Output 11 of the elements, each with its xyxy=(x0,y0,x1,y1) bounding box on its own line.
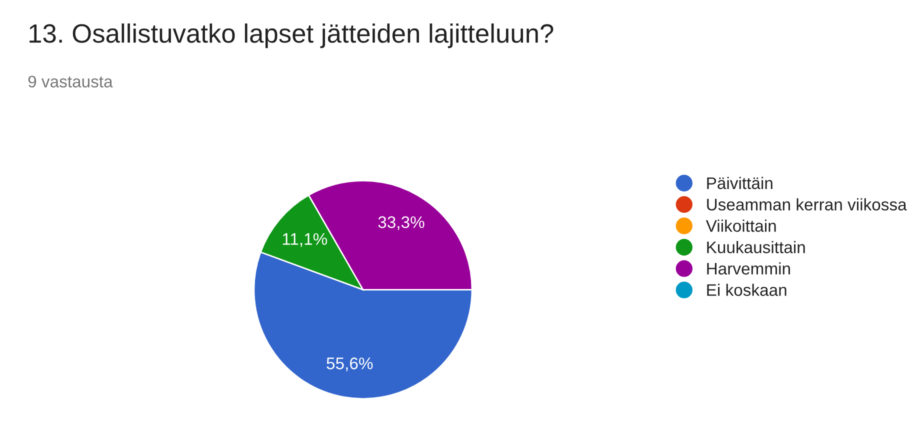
data-label: 55,6% xyxy=(326,358,373,372)
chart-title: 13. Osallistuvatko lapset jätteiden lajitteluun? xyxy=(30,23,554,48)
legend-label: Useamman kerran viikossa xyxy=(707,198,907,210)
legend-label: Harvemmin xyxy=(707,262,790,275)
legend-label: Ei koskaan xyxy=(707,284,786,296)
data-label: 11,1% xyxy=(282,233,328,247)
legend-label: Kuukausittain xyxy=(707,240,805,254)
legend-label: Päivittäin xyxy=(707,176,772,190)
text: 9 vastausta xyxy=(28,76,113,88)
legend-label: Viikoittain xyxy=(706,220,776,232)
data-label: 33,3% xyxy=(378,216,424,230)
